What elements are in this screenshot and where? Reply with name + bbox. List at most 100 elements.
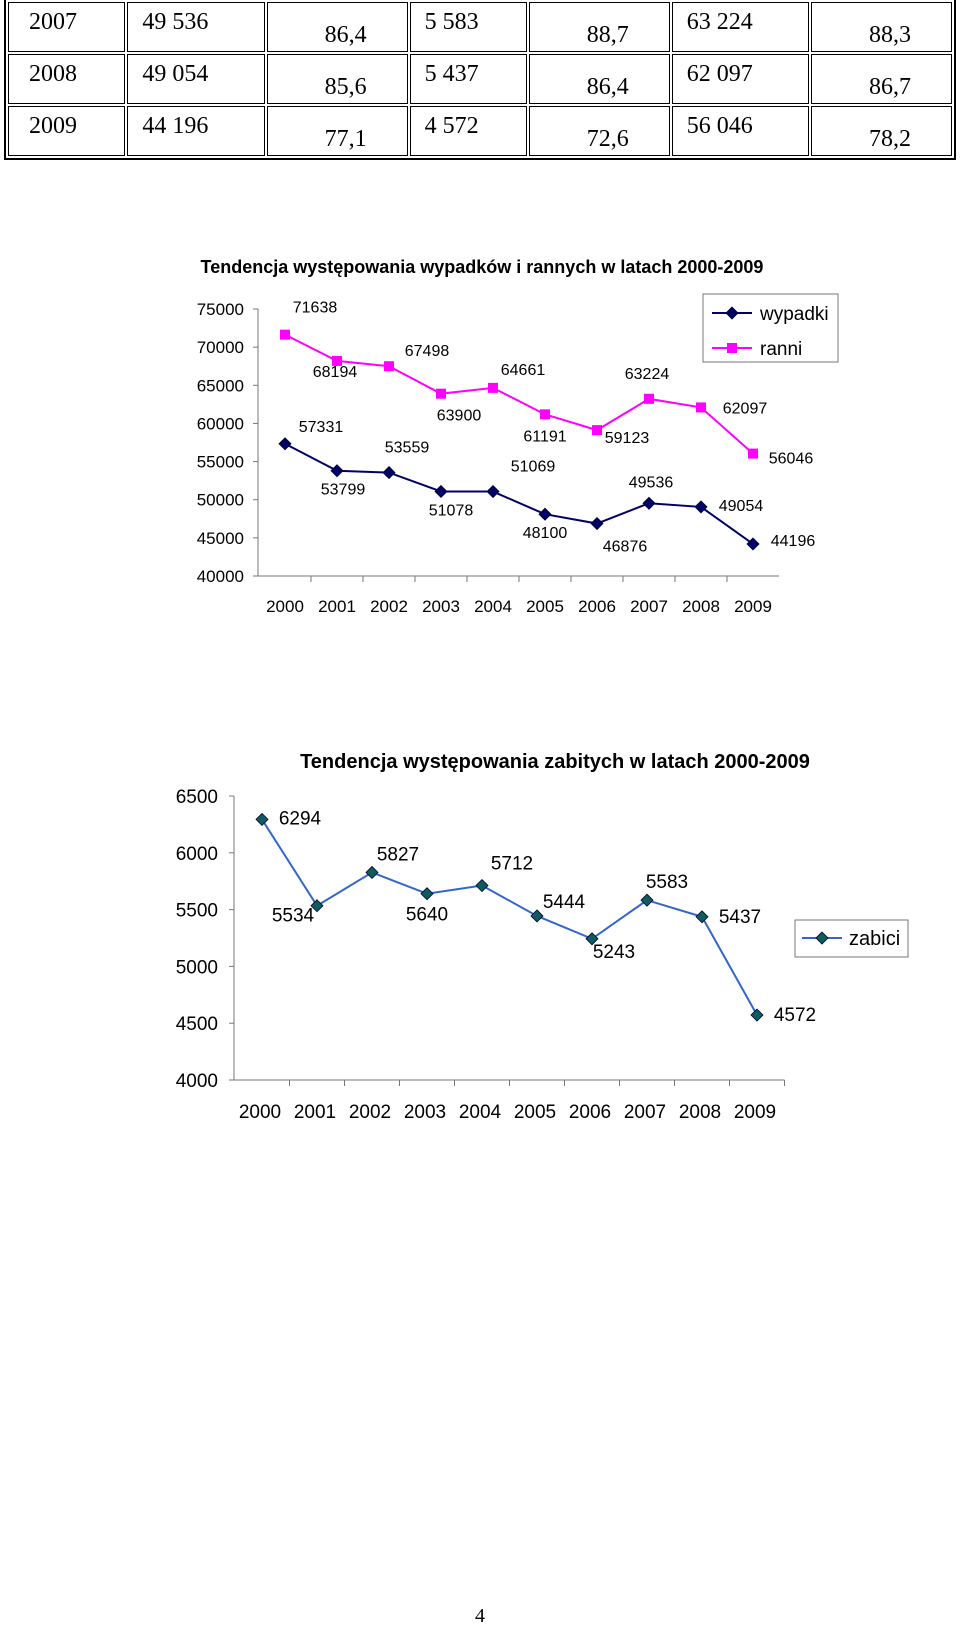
data-label: 49054 — [719, 498, 764, 515]
y-tick-label: 70000 — [197, 338, 244, 357]
series-line-wypadki — [284, 442, 754, 545]
data-point-wypadki — [694, 500, 708, 514]
table-cell: 56 046 — [671, 106, 810, 156]
y-tick-label: 60000 — [197, 414, 244, 433]
table-cell: 62 097 — [671, 54, 810, 104]
data-label: 53799 — [321, 482, 366, 499]
data-point-zabici — [585, 932, 599, 946]
y-tick-label: 5000 — [176, 957, 218, 978]
data-label: 6294 — [279, 808, 322, 829]
x-tick-label: 2005 — [514, 1102, 556, 1123]
statistics-table: 2007 49 536 86,4 5 583 88,7 63 224 88,3 … — [4, 0, 956, 160]
data-label: 62097 — [723, 400, 768, 417]
data-point-ranni — [436, 388, 446, 399]
table-cell: 86,7 — [811, 54, 952, 104]
data-point-ranni — [644, 393, 654, 404]
x-tick-label: 2003 — [422, 597, 460, 616]
data-point-ranni — [696, 402, 706, 413]
y-tick-label: 4000 — [176, 1071, 218, 1092]
y-tick-label: 55000 — [197, 453, 244, 472]
x-tick-label: 2003 — [404, 1102, 446, 1123]
legend-box — [702, 293, 839, 363]
table-cell: 77,1 — [266, 106, 408, 156]
data-label: 5640 — [406, 905, 448, 926]
x-tick-label: 2004 — [459, 1102, 502, 1123]
data-label: 51069 — [511, 459, 556, 476]
x-tick-label: 2000 — [266, 597, 304, 616]
table-cell: 63 224 — [671, 2, 810, 52]
data-label: 5827 — [377, 844, 419, 865]
data-point-wypadki — [382, 465, 396, 480]
data-label: 5583 — [646, 872, 688, 893]
table-cell: 5 583 — [409, 2, 527, 52]
data-point-wypadki — [590, 516, 604, 531]
data-point-ranni — [332, 355, 342, 366]
x-tick-label: 2001 — [294, 1102, 336, 1123]
table-cell: 44 196 — [127, 106, 265, 156]
data-point-ranni — [280, 329, 290, 340]
data-label: 5712 — [491, 854, 533, 875]
y-tick-label: 65000 — [197, 376, 244, 395]
y-tick-label: 6500 — [176, 787, 218, 808]
data-label: 67498 — [405, 343, 450, 360]
legend-label: zabici — [849, 928, 900, 950]
y-tick-label: 5500 — [176, 901, 218, 922]
table-cell: 86,4 — [528, 54, 670, 104]
table-cell: 49 054 — [127, 54, 265, 104]
legend-label: ranni — [760, 339, 802, 360]
y-tick-label: 50000 — [197, 491, 244, 510]
table-cell: 2008 — [8, 54, 126, 104]
y-tick-label: 75000 — [197, 300, 244, 319]
data-point-zabici — [750, 1008, 764, 1022]
table-cell: 86,4 — [266, 2, 408, 52]
data-point-zabici — [310, 899, 324, 913]
table-cell: 78,2 — [811, 106, 952, 156]
x-tick-label: 2005 — [526, 597, 564, 616]
x-tick-label: 2006 — [578, 597, 616, 616]
x-tick-label: 2007 — [630, 597, 668, 616]
table-cell: 72,6 — [528, 106, 670, 156]
data-label: 59123 — [605, 430, 650, 447]
data-point-zabici — [530, 909, 544, 923]
x-tick-label: 2001 — [318, 597, 356, 616]
data-label: 46876 — [603, 539, 648, 556]
legend-marker — [725, 306, 739, 320]
x-tick-label: 2007 — [624, 1102, 666, 1123]
data-point-zabici — [475, 878, 489, 893]
data-label: 68194 — [313, 364, 358, 381]
table-cell: 85,6 — [266, 54, 408, 104]
x-tick-label: 2004 — [474, 597, 512, 616]
data-label: 5444 — [543, 892, 586, 913]
data-label: 64661 — [501, 362, 546, 379]
data-point-wypadki — [278, 437, 292, 451]
data-point-wypadki — [642, 496, 656, 510]
data-label: 71638 — [293, 300, 338, 317]
data-point-zabici — [420, 887, 434, 901]
data-label: 5437 — [719, 907, 761, 928]
chart-title: Tendencja występowania zabitych w latach… — [300, 751, 810, 773]
y-tick-label: 6000 — [176, 844, 218, 865]
data-label: 53559 — [385, 440, 430, 457]
table-cell: 5 437 — [409, 54, 527, 104]
legend-label: wypadki — [759, 304, 829, 325]
data-point-wypadki — [434, 484, 448, 499]
x-tick-label: 2006 — [569, 1102, 611, 1123]
data-label: 63900 — [437, 408, 482, 425]
x-tick-label: 2002 — [349, 1102, 391, 1123]
data-point-wypadki — [330, 464, 344, 478]
x-tick-label: 2008 — [679, 1102, 721, 1123]
data-label: 61191 — [523, 428, 566, 445]
data-label: 51078 — [429, 502, 474, 519]
data-label: 5243 — [593, 942, 635, 963]
y-tick-label: 4500 — [176, 1014, 218, 1035]
accidents-injured-chart: Tendencja występowania wypadków i rannyc… — [197, 257, 839, 616]
data-point-wypadki — [746, 537, 760, 551]
data-point-zabici — [255, 812, 269, 826]
legend-marker — [727, 343, 737, 353]
y-tick-label: 45000 — [197, 529, 244, 548]
data-point-wypadki — [486, 484, 500, 499]
table-cell: 2009 — [8, 106, 126, 156]
data-point-ranni — [384, 361, 394, 372]
data-point-zabici — [640, 893, 654, 907]
fatalities-chart: Tendencja występowania zabitych w latach… — [176, 751, 909, 1123]
